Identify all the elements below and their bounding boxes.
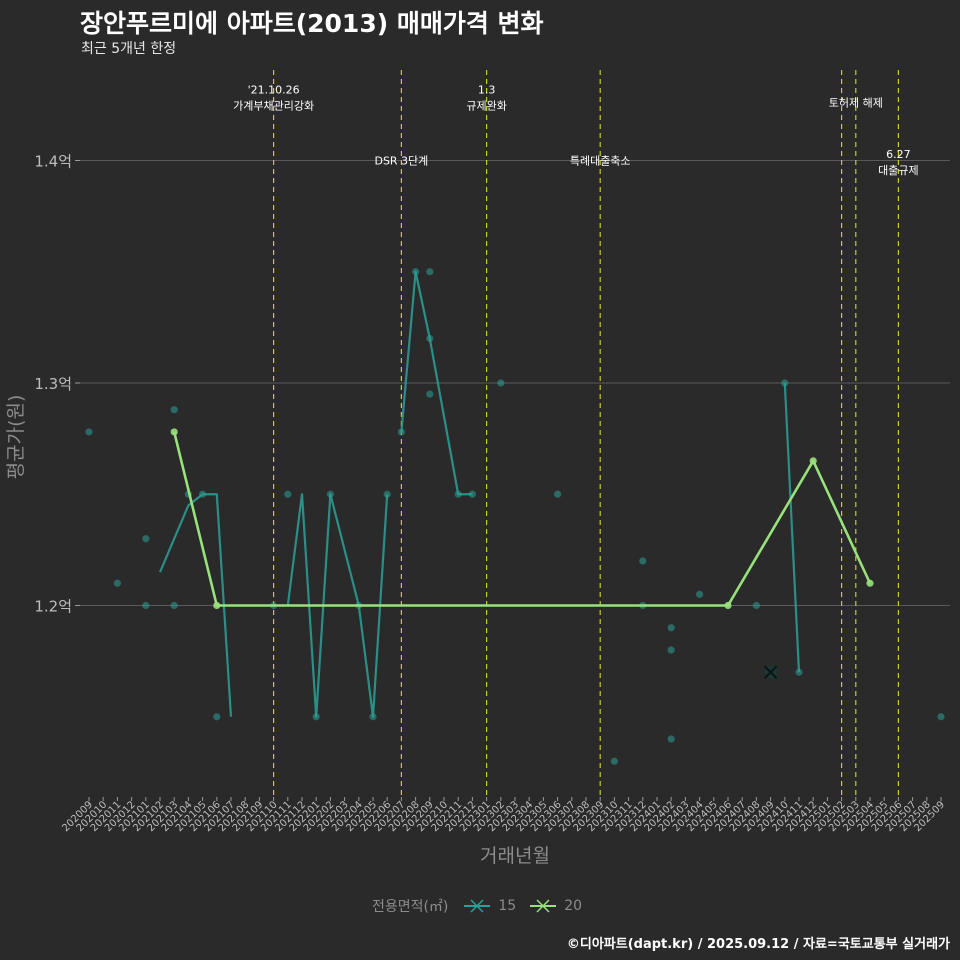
series-15-point bbox=[752, 601, 761, 610]
chart-subtitle: 최근 5개년 한정 bbox=[81, 41, 177, 57]
series-15-cross-mark bbox=[763, 665, 778, 679]
legend-key-15 bbox=[462, 896, 492, 916]
y-tick-label: 1.4억 bbox=[34, 153, 72, 171]
series-20-line bbox=[172, 431, 872, 607]
x-axis-label: 거래년월 bbox=[480, 845, 550, 867]
legend-label-15: 15 bbox=[498, 898, 517, 914]
legend-key-20 bbox=[528, 896, 558, 916]
legend-title: 전용면적(㎡) bbox=[371, 899, 449, 915]
series-15-point bbox=[610, 757, 619, 765]
series-15-point bbox=[213, 713, 221, 721]
series-15-point bbox=[497, 379, 505, 387]
series-15-line bbox=[158, 493, 233, 717]
series-15-point bbox=[170, 601, 178, 610]
series-15-point bbox=[667, 735, 675, 743]
legend-item-20: 20 bbox=[528, 896, 582, 916]
source-caption: ©디아파트(dapt.kr) / 2025.09.12 / 자료=국토교통부 실… bbox=[566, 937, 950, 952]
event-label: 가계부채관리강화 bbox=[233, 99, 314, 112]
event-label: '21.10.26 bbox=[248, 83, 300, 96]
grid-lines bbox=[80, 160, 950, 606]
event-label: 6.27 bbox=[886, 148, 911, 161]
series-20-point bbox=[170, 428, 178, 436]
series-15-point bbox=[284, 490, 292, 498]
event-label: 규제완화 bbox=[466, 99, 506, 112]
y-axis-label: 평균가(원) bbox=[5, 395, 27, 480]
series-15-point bbox=[142, 601, 150, 610]
axes: 1.2억1.3억1.4억2020092020102020112020122021… bbox=[34, 153, 947, 835]
series-15-point bbox=[554, 490, 562, 498]
series-15-point bbox=[667, 624, 675, 632]
series-15-point bbox=[142, 535, 150, 543]
event-label: 토허제 해제 bbox=[829, 96, 883, 110]
series-15-point bbox=[426, 268, 434, 276]
y-tick-label: 1.3억 bbox=[34, 375, 72, 393]
series-15-point bbox=[639, 557, 647, 565]
series-15-line bbox=[400, 270, 473, 496]
event-label: 대출규제 bbox=[878, 164, 918, 177]
series-15-point bbox=[170, 406, 178, 414]
series-15-point bbox=[113, 579, 121, 587]
series-15-line bbox=[783, 382, 801, 673]
series-15-point bbox=[667, 646, 675, 654]
event-label: DSR 3단계 bbox=[374, 155, 428, 168]
series-marks bbox=[85, 268, 945, 765]
legend: 전용면적(㎡) 15 20 bbox=[0, 896, 960, 916]
series-15-point bbox=[85, 428, 93, 436]
series-15-point bbox=[696, 590, 704, 598]
series-15-line bbox=[286, 493, 389, 718]
y-tick-label: 1.2억 bbox=[34, 598, 72, 616]
legend-label-20: 20 bbox=[564, 898, 583, 914]
event-label: 특례대출축소 bbox=[570, 155, 631, 168]
legend-item-15: 15 bbox=[462, 896, 516, 916]
series-15-point bbox=[937, 713, 945, 721]
event-label: 1.3 bbox=[478, 83, 496, 96]
chart-title: 장안푸르미에 아파트(2013) 매매가격 변화 bbox=[80, 9, 544, 38]
series-15-point bbox=[426, 390, 434, 398]
